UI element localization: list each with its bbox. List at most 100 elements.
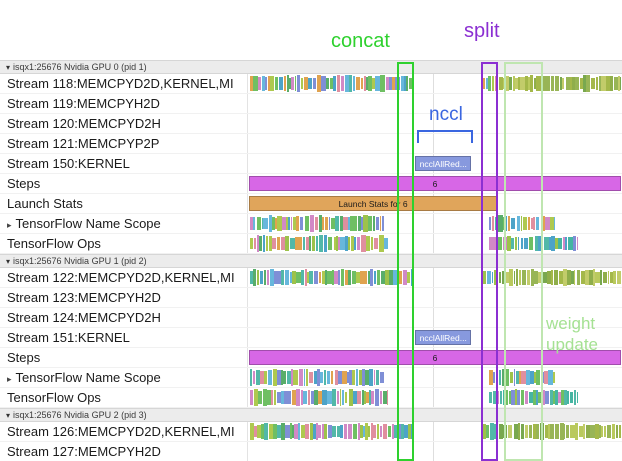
op-event — [324, 216, 329, 231]
op-event — [410, 269, 413, 286]
track-label[interactable]: TensorFlow Ops — [0, 234, 248, 253]
process-section-header[interactable]: ▾ isqx1:25676 Nvidia GPU 0 (pid 1) — [0, 60, 622, 74]
track-row: Stream 122:MEMCPYD2D,KERNEL,MI — [0, 268, 622, 288]
op-event — [281, 369, 284, 386]
track-label[interactable]: Steps — [0, 348, 248, 367]
track-timeline[interactable]: ncclAllRed... — [248, 328, 622, 347]
op-event — [368, 369, 374, 386]
track-timeline[interactable] — [248, 114, 622, 133]
op-event — [508, 391, 511, 404]
track-label[interactable]: Stream 124:MEMCPYD2H — [0, 308, 248, 327]
op-event — [528, 424, 533, 439]
track-timeline[interactable]: ncclAllRed... — [248, 154, 622, 173]
process-section-label: isqx1:25676 Nvidia GPU 0 (pid 1) — [13, 62, 147, 72]
op-event — [357, 423, 360, 440]
op-event — [369, 389, 371, 406]
op-event — [489, 423, 494, 440]
track-label[interactable]: Steps — [0, 174, 248, 193]
op-event — [259, 270, 264, 284]
track-label[interactable]: TensorFlow Ops — [0, 388, 248, 407]
track-timeline[interactable] — [248, 388, 622, 407]
op-event — [406, 271, 411, 284]
expand-triangle-icon[interactable]: ▸ — [7, 374, 12, 384]
expand-triangle-icon[interactable]: ▸ — [7, 220, 12, 230]
track-timeline[interactable] — [248, 234, 622, 253]
track-timeline[interactable]: 6 — [248, 174, 622, 193]
op-event — [280, 269, 285, 286]
op-event — [349, 216, 354, 231]
op-event — [575, 423, 579, 440]
op-event — [296, 271, 301, 284]
track-label[interactable]: Stream 151:KERNEL — [0, 328, 248, 347]
track-label[interactable]: Stream 150:KERNEL — [0, 154, 248, 173]
op-event — [375, 216, 380, 231]
track-label[interactable]: Stream 122:MEMCPYD2D,KERNEL,MI — [0, 268, 248, 287]
op-event — [489, 391, 492, 404]
process-section-header[interactable]: ▾ isqx1:25676 Nvidia GPU 2 (pid 3) — [0, 408, 622, 422]
op-event — [543, 75, 547, 92]
track-timeline[interactable] — [248, 94, 622, 113]
op-event — [486, 270, 492, 285]
op-event — [526, 269, 531, 286]
op-event — [398, 271, 403, 284]
op-event — [544, 237, 549, 250]
op-event — [282, 217, 286, 230]
track-label[interactable]: ▸ TensorFlow Name Scope — [0, 368, 248, 387]
op-event — [376, 424, 380, 439]
collapse-triangle-icon[interactable]: ▾ — [6, 256, 11, 266]
timeline-event-bar[interactable]: Launch Stats for 6 — [249, 196, 498, 211]
timeline-event-bar[interactable]: ncclAllRed... — [415, 330, 472, 345]
op-event — [380, 75, 385, 92]
op-event — [529, 371, 534, 384]
track-timeline[interactable] — [248, 74, 622, 93]
op-event — [261, 423, 265, 440]
op-event — [528, 391, 533, 404]
track-label[interactable]: Launch Stats — [0, 194, 248, 213]
timeline-event-bar[interactable]: 6 — [249, 350, 621, 365]
track-timeline[interactable] — [248, 268, 622, 287]
op-event — [559, 77, 562, 90]
op-event — [507, 236, 512, 251]
op-event — [576, 391, 578, 404]
op-event — [489, 369, 493, 386]
track-timeline[interactable] — [248, 134, 622, 153]
track-timeline[interactable] — [248, 288, 622, 307]
track-label[interactable]: Stream 123:MEMCPYH2D — [0, 288, 248, 307]
op-event — [388, 425, 391, 438]
track-label[interactable]: ▸ TensorFlow Name Scope — [0, 214, 248, 233]
track-label[interactable]: Stream 120:MEMCPYD2H — [0, 114, 248, 133]
op-event — [295, 389, 300, 406]
op-event — [324, 269, 328, 286]
track-timeline[interactable] — [248, 214, 622, 233]
track-timeline[interactable] — [248, 308, 622, 327]
track-label[interactable]: Stream 127:MEMCPYH2D — [0, 442, 248, 461]
track-label[interactable]: Stream 119:MEMCPYH2D — [0, 94, 248, 113]
track-timeline[interactable]: Launch Stats for 6 — [248, 194, 622, 213]
track-timeline[interactable] — [248, 442, 622, 461]
collapse-triangle-icon[interactable]: ▾ — [6, 62, 11, 72]
collapse-triangle-icon[interactable]: ▾ — [6, 410, 11, 420]
op-event — [509, 371, 514, 384]
op-event — [260, 370, 264, 385]
op-event — [520, 237, 524, 250]
op-event — [262, 235, 266, 252]
process-section-header[interactable]: ▾ isqx1:25676 Nvidia GPU 1 (pid 2) — [0, 254, 622, 268]
track-timeline[interactable] — [248, 422, 622, 441]
op-event — [599, 425, 602, 438]
track-timeline[interactable] — [248, 368, 622, 387]
op-event — [388, 77, 392, 90]
op-event — [267, 76, 270, 91]
op-event — [553, 217, 555, 230]
op-event — [335, 235, 338, 252]
op-event — [379, 235, 384, 252]
track-label[interactable]: Stream 118:MEMCPYD2D,KERNEL,MI — [0, 74, 248, 93]
op-event — [530, 75, 533, 92]
timeline-event-bar[interactable]: 6 — [249, 176, 621, 191]
track-label[interactable]: Stream 126:MEMCPYD2D,KERNEL,MI — [0, 422, 248, 441]
op-event — [352, 423, 358, 440]
track-timeline[interactable]: 6 — [248, 348, 622, 367]
timeline-event-bar[interactable]: ncclAllRed... — [415, 156, 472, 171]
track-label[interactable]: Stream 121:MEMCPYP2P — [0, 134, 248, 153]
op-event — [310, 390, 314, 405]
op-event — [505, 389, 509, 406]
